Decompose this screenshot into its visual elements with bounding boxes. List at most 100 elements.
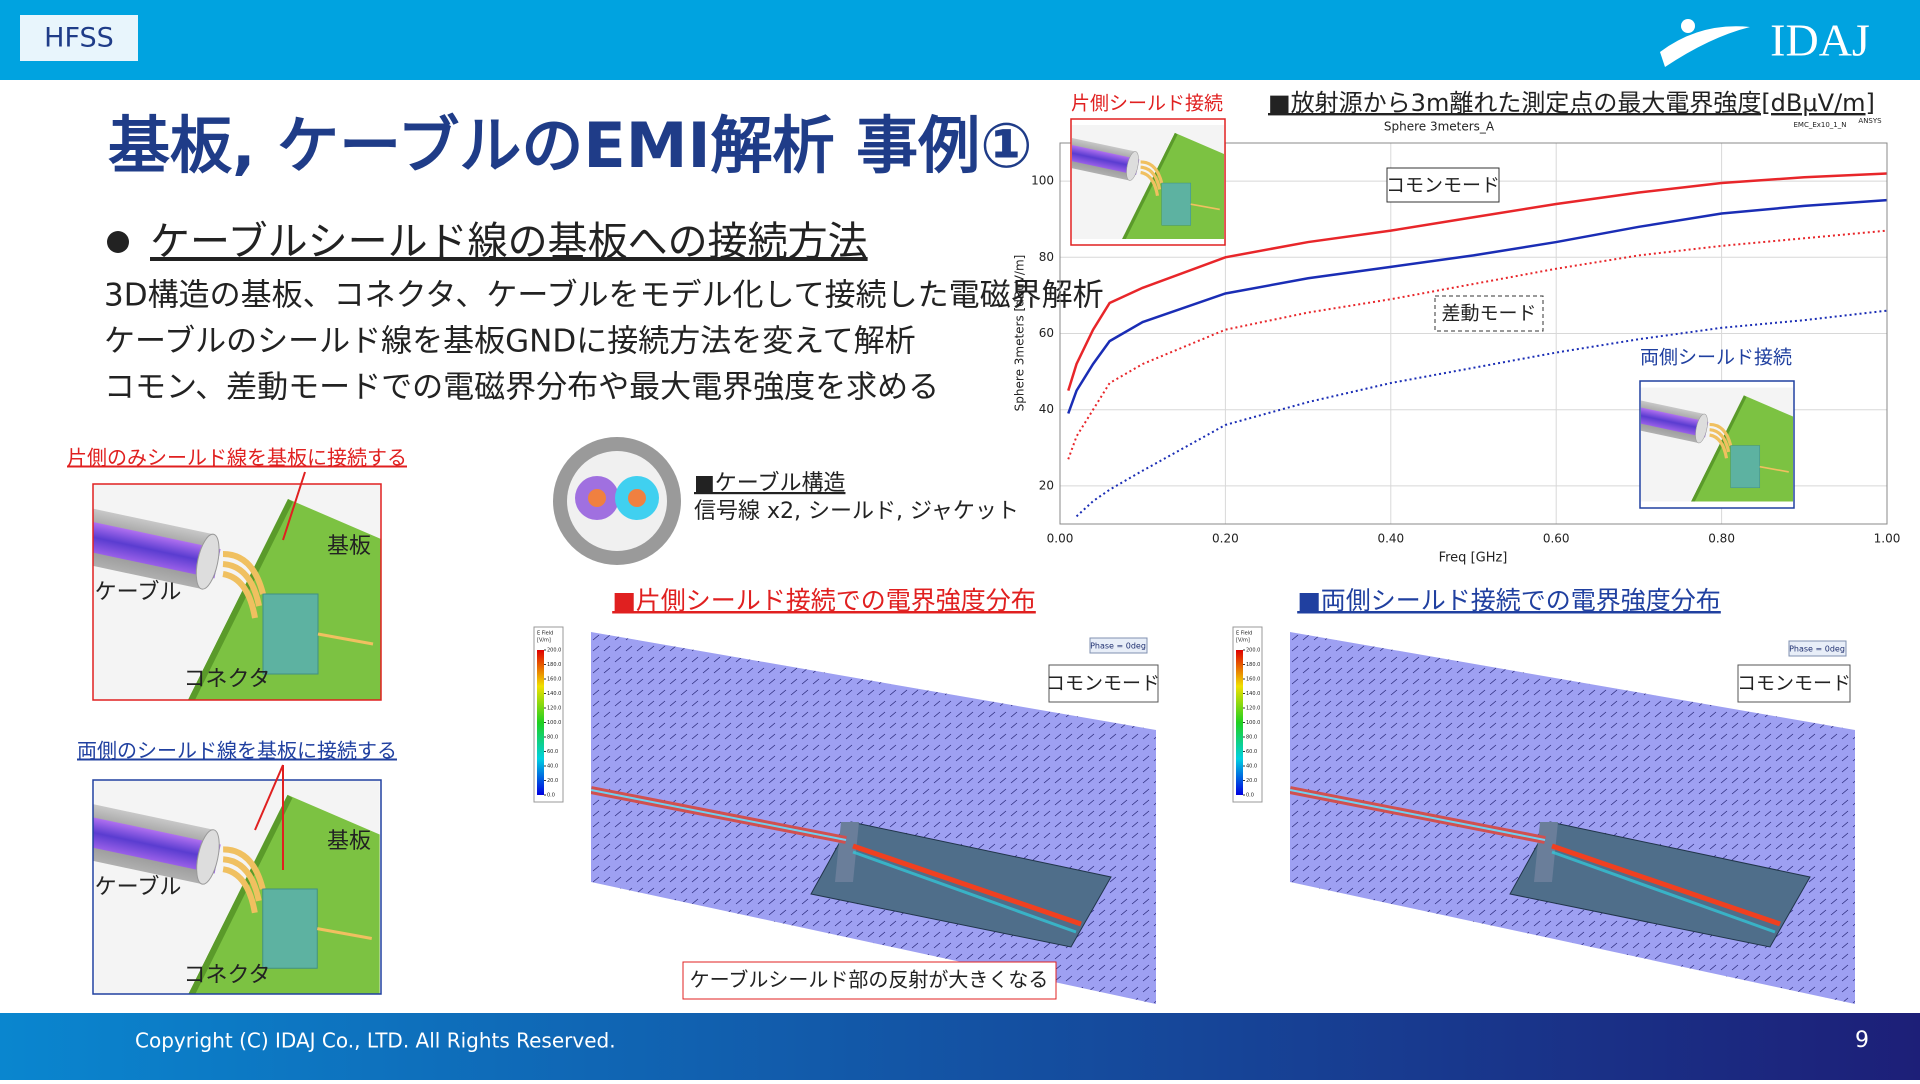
colorbar-tick-label: 20.0 <box>1246 778 1257 784</box>
page-number: 9 <box>1855 1028 1869 1053</box>
colorbar-tick-label: 40.0 <box>547 764 558 770</box>
x-tick-label: 0.20 <box>1212 532 1239 546</box>
note-box <box>682 961 1057 1000</box>
chart-title: Sphere 3meters_A <box>1384 120 1495 134</box>
slide-title: 基板, ケーブルのEMI解析 事例① <box>108 109 1033 182</box>
figure-frame <box>92 483 382 701</box>
colorbar-tick-label: 200.0 <box>547 648 561 654</box>
colorbar-tick-label: 140.0 <box>547 691 561 697</box>
note: ケーブルシールド部の反射が大きくなる <box>690 968 1049 992</box>
plot-frame <box>1059 142 1888 525</box>
mode-box <box>1048 664 1159 703</box>
colorbar-tick-label: 100.0 <box>547 720 561 726</box>
series-line <box>1075 309 1888 518</box>
logo-dot <box>1681 19 1695 33</box>
tag-box <box>20 15 138 61</box>
colorbar-tick-label: 80.0 <box>1246 735 1257 741</box>
colorbar-tick-label: 120.0 <box>1246 706 1260 712</box>
colorbar-tick-label: 60.0 <box>547 749 558 755</box>
figure-label: コネクタ <box>183 667 270 692</box>
colorbars: E Field[V/m]200.0180.0160.0140.0120.0100… <box>533 626 1263 803</box>
annotation-box <box>1434 295 1544 332</box>
annotation: 差動モード <box>1441 303 1536 325</box>
series-line <box>1067 198 1888 414</box>
colorbar-scale <box>1236 650 1243 795</box>
inset-image <box>1072 123 1224 241</box>
colorbar-tick-label: 100.0 <box>1246 720 1260 726</box>
text-line: コモン、差動モードでの電磁界分布や最大電界強度を求める <box>104 370 939 406</box>
inset-image <box>1641 385 1793 504</box>
x-tick-label: 0.60 <box>1543 532 1570 546</box>
figure-frame <box>92 779 382 995</box>
bullet-dot <box>107 231 129 253</box>
annotation-box <box>1386 167 1500 203</box>
colorbar-tick-label: 200.0 <box>1246 648 1260 654</box>
series-line <box>1067 229 1888 460</box>
colorbar-tick-label: 80.0 <box>547 735 558 741</box>
colorbar-tick-label: 20.0 <box>547 778 558 784</box>
annotation: 両側シールド接続 <box>1640 347 1792 369</box>
colorbar-tick-label: 40.0 <box>1246 764 1257 770</box>
phase: Phase = 0deg <box>1789 645 1845 654</box>
footer-bar <box>0 1013 1920 1080</box>
x-tick-label: 0.40 <box>1377 532 1404 546</box>
mode: コモンモード <box>1737 673 1851 695</box>
phase-box <box>1089 637 1148 654</box>
y-tick-label: 60 <box>1039 326 1054 340</box>
figure-label: ケーブル <box>95 580 182 605</box>
x-tick-label: 1.00 <box>1874 532 1901 546</box>
arrow <box>282 471 306 541</box>
figure-label: コネクタ <box>183 963 270 988</box>
arrow <box>254 764 284 831</box>
x-tick-label: 0.80 <box>1708 532 1735 546</box>
series-line <box>1067 172 1888 392</box>
phase-box <box>1788 640 1847 657</box>
x-axis-label: Freq [GHz] <box>1439 551 1508 566</box>
colorbar-tick-label: 0.0 <box>1246 793 1254 799</box>
logo-mark <box>1660 26 1750 67</box>
figure-label: 基板 <box>327 534 371 559</box>
colorbar-tick-label: 120.0 <box>547 706 561 712</box>
colorbar-scale <box>537 650 544 795</box>
chart-source: EMC_Ex10_1_N <box>1793 121 1846 129</box>
chart-heading: ■放射源から3m離れた測定点の最大電界強度[dBμV/m] <box>1268 89 1875 117</box>
colorbar-tick-label: 0.0 <box>547 793 555 799</box>
header-bar <box>0 0 1920 80</box>
colorbar-tick-label: 60.0 <box>1246 749 1257 755</box>
field-heading: ■片側シールド接続での電界強度分布 <box>612 586 1036 615</box>
field-heading: ■両側シールド接続での電界強度分布 <box>1297 586 1721 615</box>
figure-label: 基板 <box>327 829 371 854</box>
text-line: ケーブルのシールド線を基板GNDに接続方法を変えて解析 <box>104 324 916 360</box>
cable-text: 信号線 x2, シールド, ジャケット <box>694 499 1019 524</box>
colorbar-unit: [V/m] <box>1236 638 1250 644</box>
colorbar-title: E Field <box>537 631 553 637</box>
mode-box <box>1737 664 1851 703</box>
annotation: コモンモード <box>1386 175 1500 197</box>
colorbar-tick-label: 140.0 <box>1246 691 1260 697</box>
x-tick-label: 0.00 <box>1047 532 1074 546</box>
bullet: ケーブルシールド線の基板への接続方法 <box>150 219 868 265</box>
y-axis-label: Sphere 3meters [dBuV/m] <box>1013 255 1027 412</box>
figure-caption: 両側のシールド線を基板に接続する <box>77 739 397 763</box>
colorbar-unit: [V/m] <box>537 638 551 644</box>
phase: Phase = 0deg <box>1090 642 1146 651</box>
cable-title: ■ケーブル構造 <box>694 471 845 496</box>
colorbar-tick-label: 160.0 <box>547 677 561 683</box>
figure-caption: 片側のみシールド線を基板に接続する <box>67 446 407 470</box>
wire-core <box>628 489 646 507</box>
tag: HFSS <box>44 23 114 54</box>
colorbar-tick-label: 160.0 <box>1246 677 1260 683</box>
y-tick-label: 80 <box>1039 250 1054 264</box>
annotation: 片側シールド接続 <box>1071 93 1223 115</box>
colorbar-title: E Field <box>1236 631 1252 637</box>
colorbar-tick-label: 180.0 <box>1246 662 1260 668</box>
text-line: 3D構造の基板、コネクタ、ケーブルをモデル化して接続した電磁界解析 <box>104 278 1104 314</box>
mode: コモンモード <box>1046 673 1160 695</box>
logo: IDAJ <box>1770 15 1870 66</box>
y-tick-label: 40 <box>1039 402 1054 416</box>
copyright: Copyright (C) IDAJ Co., LTD. All Rights … <box>135 1029 616 1053</box>
chart-brand: ANSYS <box>1858 117 1882 125</box>
